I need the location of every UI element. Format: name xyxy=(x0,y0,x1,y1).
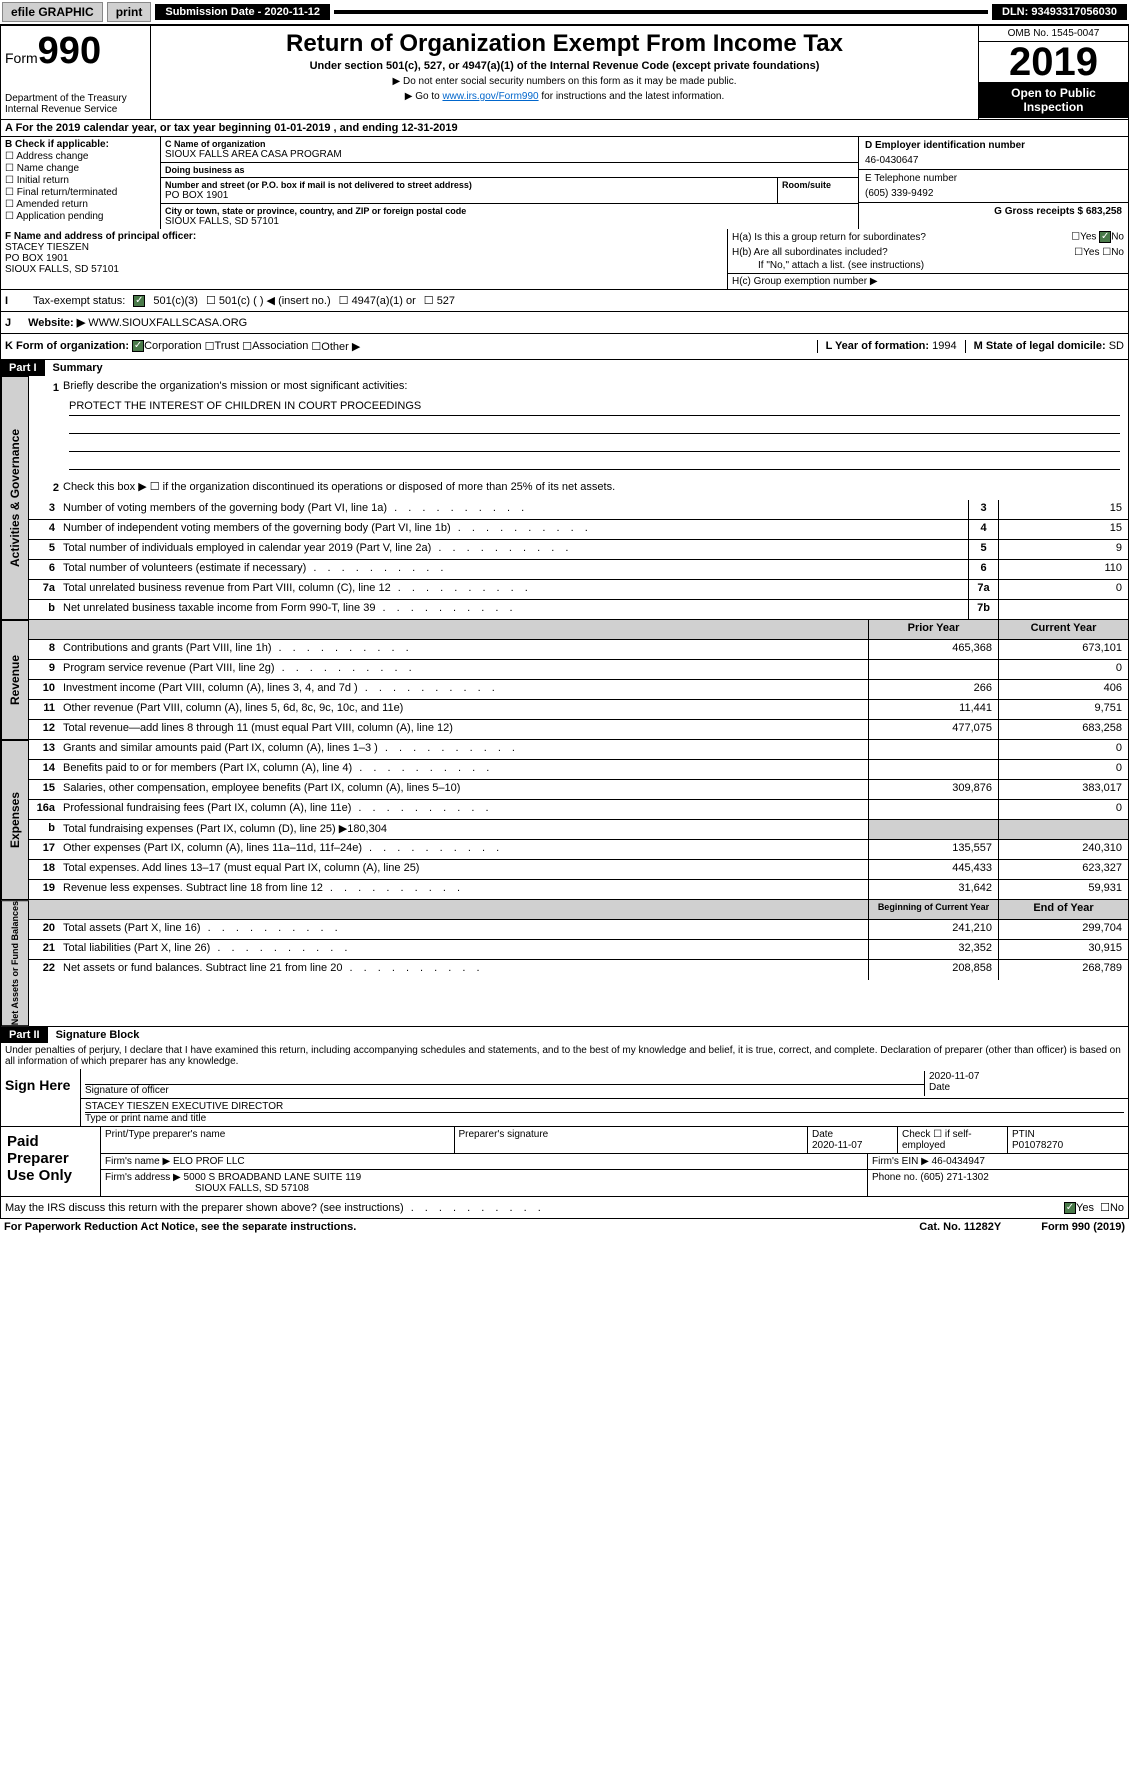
sig-date: 2020-11-07 xyxy=(929,1071,1124,1082)
officer-name: STACEY TIESZEN xyxy=(5,242,723,253)
form-number: Form990 xyxy=(5,30,146,73)
org-name-label: C Name of organization xyxy=(165,139,854,149)
submission-date: Submission Date - 2020-11-12 xyxy=(155,4,330,20)
tax-year: 2019 xyxy=(979,42,1128,82)
prep-name-label: Print/Type preparer's name xyxy=(101,1127,455,1153)
hb-label: H(b) Are all subordinates included? xyxy=(732,247,1074,258)
top-toolbar: efile GRAPHIC print Submission Date - 20… xyxy=(0,0,1129,25)
officer-addr1: PO BOX 1901 xyxy=(5,253,723,264)
expenses-block: Expenses 13Grants and similar amounts pa… xyxy=(0,740,1129,900)
gross-receipts: G Gross receipts $ 683,258 xyxy=(865,206,1122,217)
self-emp-label: Check ☐ if self-employed xyxy=(898,1127,1008,1153)
form-org-row: K Form of organization: Corporation ☐ Tr… xyxy=(0,334,1129,360)
dba-label: Doing business as xyxy=(165,165,854,175)
vtab-expenses: Expenses xyxy=(1,740,29,900)
check-b-label: B Check if applicable: xyxy=(5,139,156,150)
part2-header: Part II Signature Block xyxy=(0,1027,1129,1043)
mission-blank xyxy=(69,418,1120,434)
part1-body: Activities & Governance 1 Briefly descri… xyxy=(0,376,1129,620)
addr-value: PO BOX 1901 xyxy=(165,190,773,201)
city-label: City or town, state or province, country… xyxy=(165,206,854,216)
goto-note: ▶ Go to www.irs.gov/Form990 for instruct… xyxy=(159,91,970,102)
vtab-governance: Activities & Governance xyxy=(1,376,29,620)
addr-label: Number and street (or P.O. box if mail i… xyxy=(165,180,773,190)
part1-header: Part I Summary xyxy=(0,360,1129,376)
ha-no-check[interactable] xyxy=(1099,231,1111,243)
hc-label: H(c) Group exemption number ▶ xyxy=(728,273,1128,289)
sig-officer-label: Signature of officer xyxy=(85,1085,924,1096)
form-subtitle: Under section 501(c), 527, or 4947(a)(1)… xyxy=(159,60,970,72)
sign-here-label: Sign Here xyxy=(1,1069,81,1126)
paid-preparer-section: Paid Preparer Use Only Print/Type prepar… xyxy=(0,1127,1129,1197)
tax-exempt-row: I Tax-exempt status: 501(c)(3) ☐ 501(c) … xyxy=(0,290,1129,312)
officer-addr2: SIOUX FALLS, SD 57101 xyxy=(5,264,723,275)
irs-link[interactable]: www.irs.gov/Form990 xyxy=(442,91,538,102)
net-assets-block: Net Assets or Fund Balances Beginning of… xyxy=(0,900,1129,1027)
q1-text: Briefly describe the organization's miss… xyxy=(63,380,407,396)
check-final[interactable]: ☐ Final return/terminated xyxy=(5,187,156,198)
open-public-badge: Open to Public Inspection xyxy=(979,82,1128,118)
signer-name-label: Type or print name and title xyxy=(85,1113,1124,1124)
ssn-note: ▶ Do not enter social security numbers o… xyxy=(159,76,970,87)
ein-label: D Employer identification number xyxy=(865,140,1122,151)
check-pending[interactable]: ☐ Application pending xyxy=(5,211,156,222)
corp-check[interactable] xyxy=(132,340,144,352)
revenue-block: Revenue Prior Year Current Year 8Contrib… xyxy=(0,620,1129,740)
discuss-row: May the IRS discuss this return with the… xyxy=(0,1197,1129,1219)
dln-label: DLN: 93493317056030 xyxy=(992,4,1127,20)
check-name[interactable]: ☐ Name change xyxy=(5,163,156,174)
mission-blank xyxy=(69,436,1120,452)
form-header: Form990 Department of the Treasury Inter… xyxy=(0,25,1129,120)
vtab-net: Net Assets or Fund Balances xyxy=(1,900,29,1026)
check-address[interactable]: ☐ Address change xyxy=(5,151,156,162)
room-label: Room/suite xyxy=(782,180,854,190)
ein-value: 46-0430647 xyxy=(865,155,1122,166)
irs-label: Internal Revenue Service xyxy=(5,104,146,115)
501c3-check[interactable] xyxy=(133,295,145,307)
print-button[interactable]: print xyxy=(107,2,152,22)
check-initial[interactable]: ☐ Initial return xyxy=(5,175,156,186)
paid-label: Paid Preparer Use Only xyxy=(1,1127,101,1196)
ha-label: H(a) Is this a group return for subordin… xyxy=(732,232,1071,243)
perjury-text: Under penalties of perjury, I declare th… xyxy=(0,1043,1129,1069)
phone-value: (605) 339-9492 xyxy=(865,188,1122,199)
sign-section: Sign Here Signature of officer 2020-11-0… xyxy=(0,1069,1129,1127)
phone-label: E Telephone number xyxy=(865,173,1122,184)
spacer xyxy=(334,10,988,14)
org-info-block: B Check if applicable: ☐ Address change … xyxy=(0,137,1129,229)
mission-blank xyxy=(69,454,1120,470)
signer-name: STACEY TIESZEN EXECUTIVE DIRECTOR xyxy=(85,1101,1124,1113)
form-title: Return of Organization Exempt From Incom… xyxy=(159,30,970,58)
sig-date-label: Date xyxy=(929,1082,1124,1093)
check-amended[interactable]: ☐ Amended return xyxy=(5,199,156,210)
dept-label: Department of the Treasury xyxy=(5,93,146,104)
officer-label: F Name and address of principal officer: xyxy=(5,231,723,242)
q2-text: Check this box ▶ ☐ if the organization d… xyxy=(63,480,615,496)
mission-text: PROTECT THE INTEREST OF CHILDREN IN COUR… xyxy=(69,400,1120,416)
hb-note: If "No," attach a list. (see instruction… xyxy=(728,260,1128,273)
tax-year-line: A For the 2019 calendar year, or tax yea… xyxy=(0,120,1129,137)
discuss-yes[interactable] xyxy=(1064,1202,1076,1214)
officer-h-block: F Name and address of principal officer:… xyxy=(0,229,1129,290)
efile-label: efile GRAPHIC xyxy=(2,2,103,22)
footer-row: For Paperwork Reduction Act Notice, see … xyxy=(0,1219,1129,1235)
website-value: WWW.SIOUXFALLSCASA.ORG xyxy=(88,317,247,329)
prep-sig-label: Preparer's signature xyxy=(455,1127,809,1153)
city-value: SIOUX FALLS, SD 57101 xyxy=(165,216,854,227)
org-name: SIOUX FALLS AREA CASA PROGRAM xyxy=(165,149,854,160)
vtab-revenue: Revenue xyxy=(1,620,29,740)
website-row: J Website: ▶ WWW.SIOUXFALLSCASA.ORG xyxy=(0,312,1129,334)
